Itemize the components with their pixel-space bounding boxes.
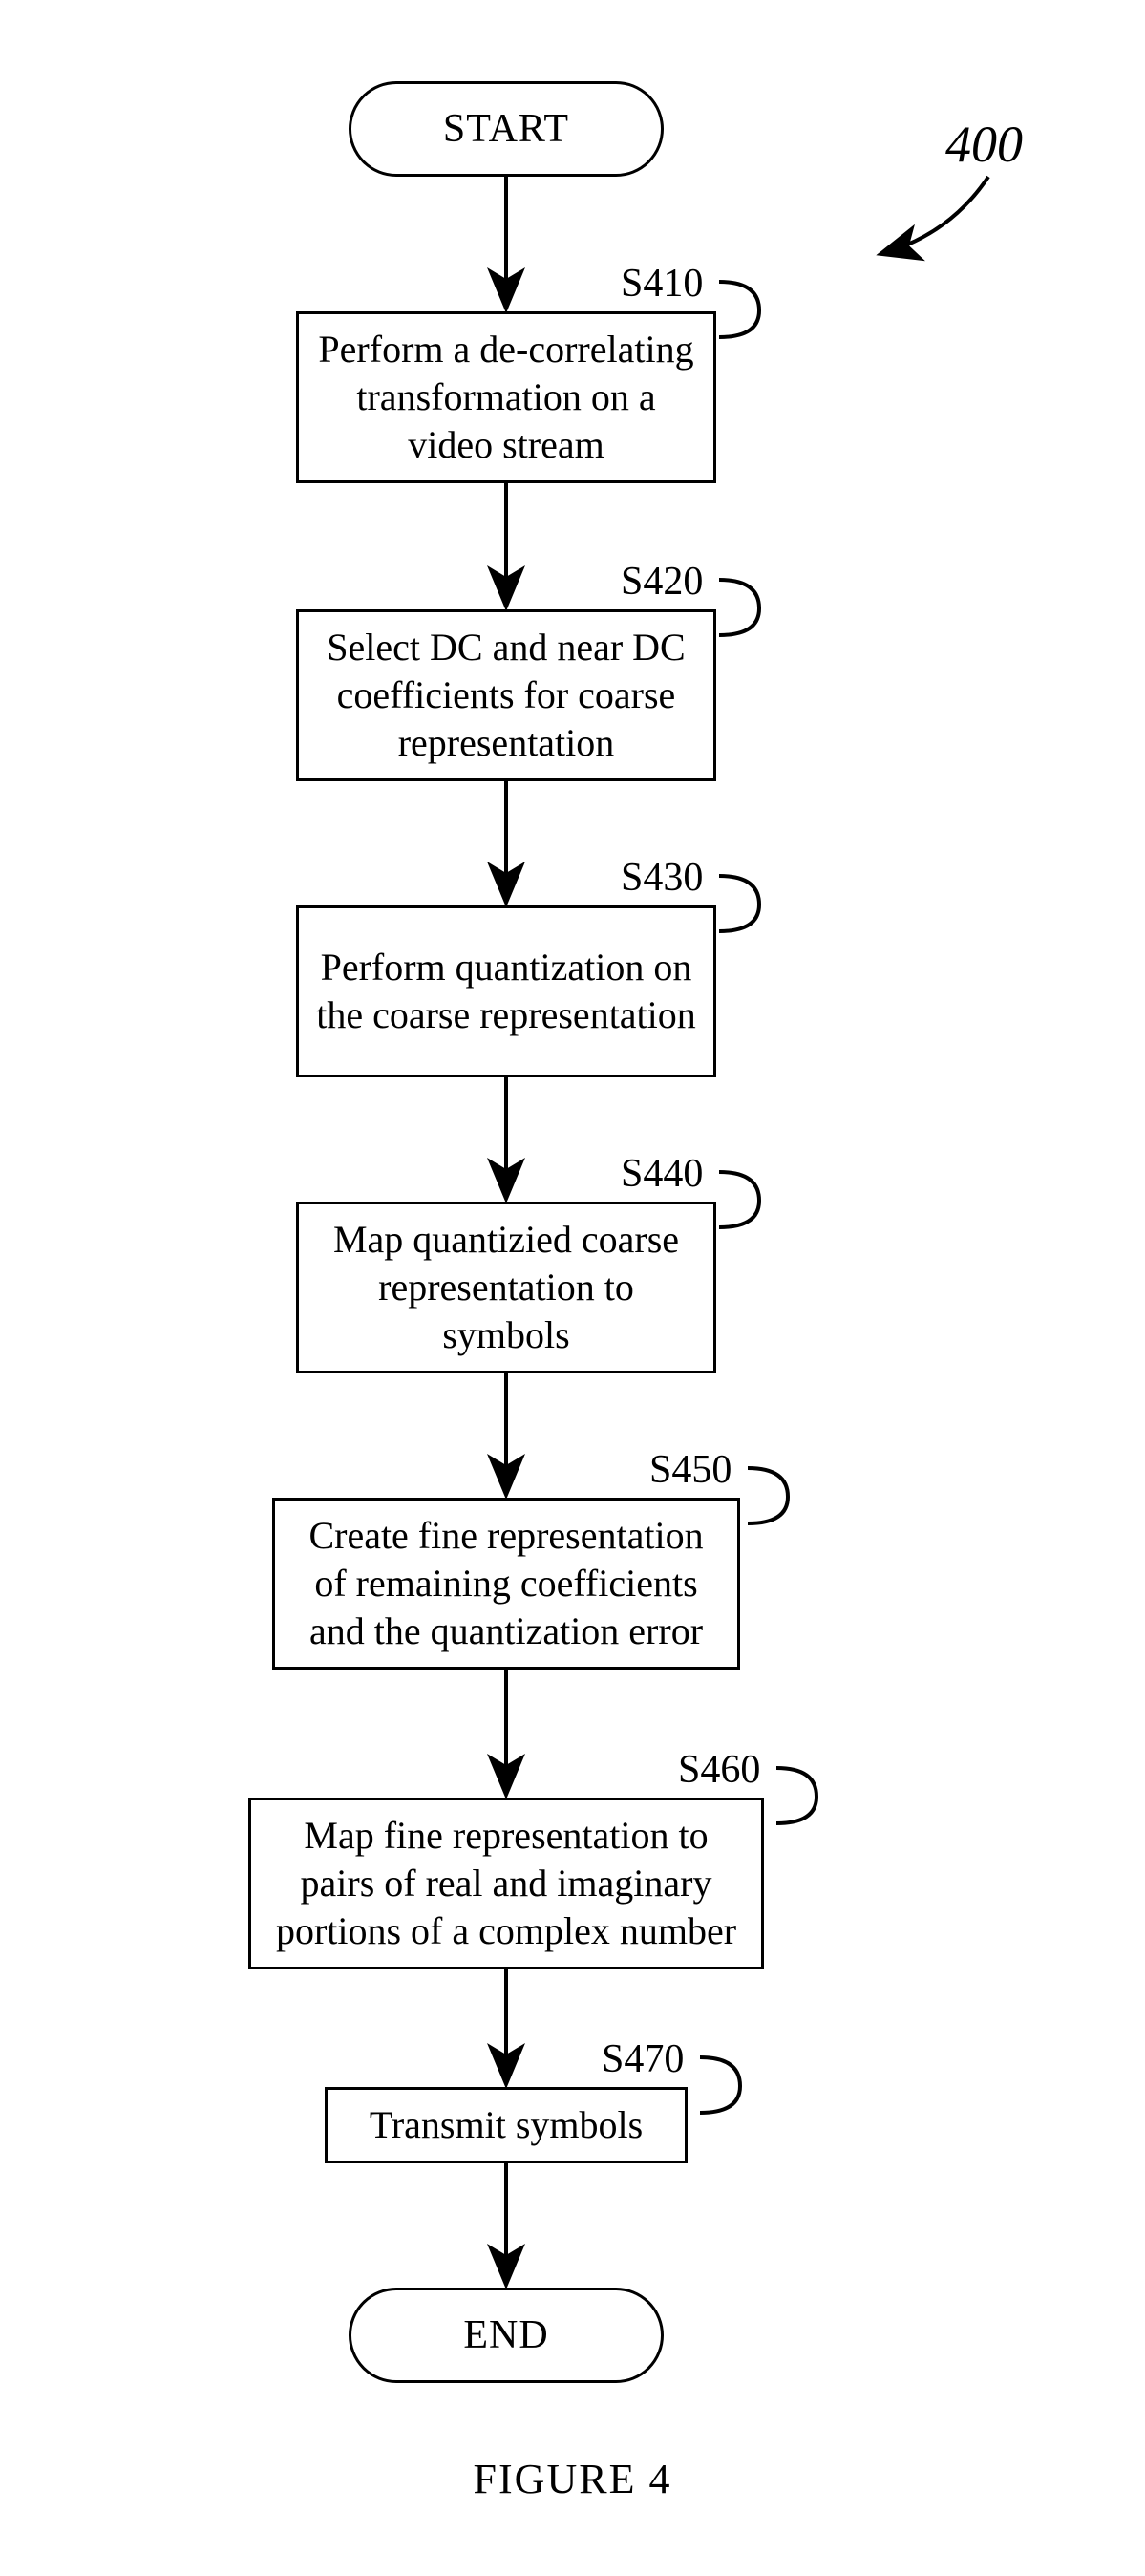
step-text: Map quantizied coarse representation to …: [316, 1216, 696, 1359]
step-text: Select DC and near DC coefficients for c…: [316, 624, 696, 767]
step-box-s430: Perform quantization on the coarse repre…: [296, 905, 716, 1077]
step-id-s430: S430: [621, 855, 703, 901]
step-text: Perform quantization on the coarse repre…: [316, 944, 696, 1039]
end-terminator: END: [349, 2288, 664, 2383]
step-box-s440: Map quantizied coarse representation to …: [296, 1202, 716, 1373]
start-label: START: [443, 106, 569, 152]
step-id-s450: S450: [649, 1447, 732, 1493]
step-id-s420: S420: [621, 559, 703, 605]
step-box-s460: Map fine representation to pairs of real…: [248, 1798, 764, 1969]
step-text: Transmit symbols: [370, 2101, 643, 2149]
start-terminator: START: [349, 81, 664, 177]
figure-number: 400: [945, 115, 1023, 174]
step-box-s410: Perform a de-correlating transformation …: [296, 311, 716, 483]
step-id-s460: S460: [678, 1747, 760, 1793]
step-id-s410: S410: [621, 261, 703, 307]
step-box-s450: Create fine representation of remaining …: [272, 1498, 740, 1670]
end-label: END: [463, 2312, 548, 2358]
step-box-s470: Transmit symbols: [325, 2087, 688, 2163]
step-text: Map fine representation to pairs of real…: [268, 1812, 744, 1955]
step-text: Create fine representation of remaining …: [292, 1512, 720, 1655]
step-id-s440: S440: [621, 1151, 703, 1197]
step-id-s470: S470: [602, 2036, 684, 2082]
step-box-s420: Select DC and near DC coefficients for c…: [296, 609, 716, 781]
step-text: Perform a de-correlating transformation …: [316, 326, 696, 469]
figure-caption: FIGURE 4: [0, 2455, 1145, 2503]
